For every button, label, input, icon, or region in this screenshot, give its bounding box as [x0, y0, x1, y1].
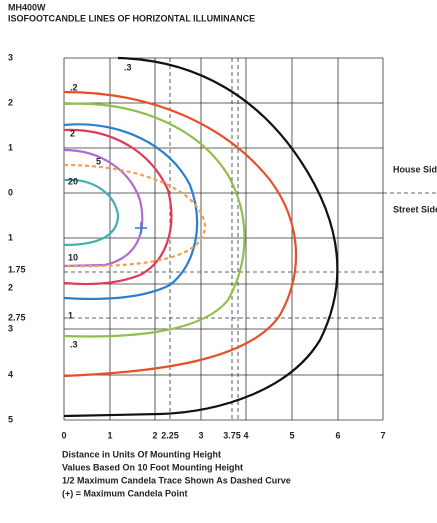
labels: 0 1 2 2.25 3 3.75 4 5 6 7321011.7522.75345.3.2252… — [8, 52, 386, 440]
contour-label: 1 — [68, 310, 73, 320]
house-side: House Side — [393, 164, 437, 174]
x-tick-label: 7 — [380, 430, 385, 440]
model: MH400W — [8, 2, 46, 12]
y-tick-label: 5 — [8, 414, 13, 424]
y-tick-label: 2.75 — [8, 312, 26, 322]
x-tick-label: 2 — [152, 430, 157, 440]
x-tick-label: 3 — [198, 430, 203, 440]
x-tick-label: 2.25 — [161, 430, 179, 440]
y-tick-label: 1.75 — [8, 264, 26, 274]
contours — [63, 56, 339, 418]
contour-label: .3 — [124, 62, 132, 72]
x-tick-label: 6 — [335, 430, 340, 440]
footer-line: Distance in Units Of Mounting Height — [62, 449, 221, 459]
y-tick-label: 0 — [8, 187, 13, 197]
footer-line: 1/2 Maximum Candela Trace Shown As Dashe… — [62, 475, 291, 485]
y-tick-label: 3 — [8, 323, 13, 333]
footer-line: (+) = Maximum Candela Point — [62, 488, 188, 498]
x-tick-label: 5 — [289, 430, 294, 440]
contour — [63, 123, 199, 301]
contour-label: .3 — [70, 339, 78, 349]
contour-label: 5 — [96, 156, 101, 166]
y-tick-label: 2 — [8, 97, 13, 107]
contour-label: 20 — [68, 176, 78, 186]
contour — [63, 148, 144, 268]
y-tick-label: 1 — [8, 142, 13, 152]
half-candela-trace — [63, 163, 207, 268]
footer-line: Values Based On 10 Foot Mounting Height — [62, 462, 243, 472]
grid — [63, 57, 384, 421]
x-tick-label: 3.75 — [223, 430, 241, 440]
contour — [63, 128, 173, 286]
x-tick-label: 1 — [107, 430, 112, 440]
max-candela-point — [135, 222, 147, 234]
x-tick-label: 4 — [243, 430, 248, 440]
contour-label: 10 — [68, 252, 78, 262]
x-tick-label: 0 — [61, 430, 66, 440]
street-side: Street Side — [393, 204, 437, 214]
contour-label: .2 — [70, 82, 78, 92]
contour — [63, 90, 298, 378]
contour — [63, 56, 339, 418]
y-tick-label: 4 — [8, 369, 13, 379]
y-tick-label: 2 — [8, 282, 13, 292]
title: ISOFOOTCANDLE LINES OF HORIZONTAL ILLUMI… — [8, 13, 255, 23]
contour — [63, 102, 246, 338]
y-tick-label: 1 — [8, 232, 13, 242]
contour-label: 2 — [70, 128, 75, 138]
contour — [63, 178, 120, 247]
y-tick-label: 3 — [8, 52, 13, 62]
